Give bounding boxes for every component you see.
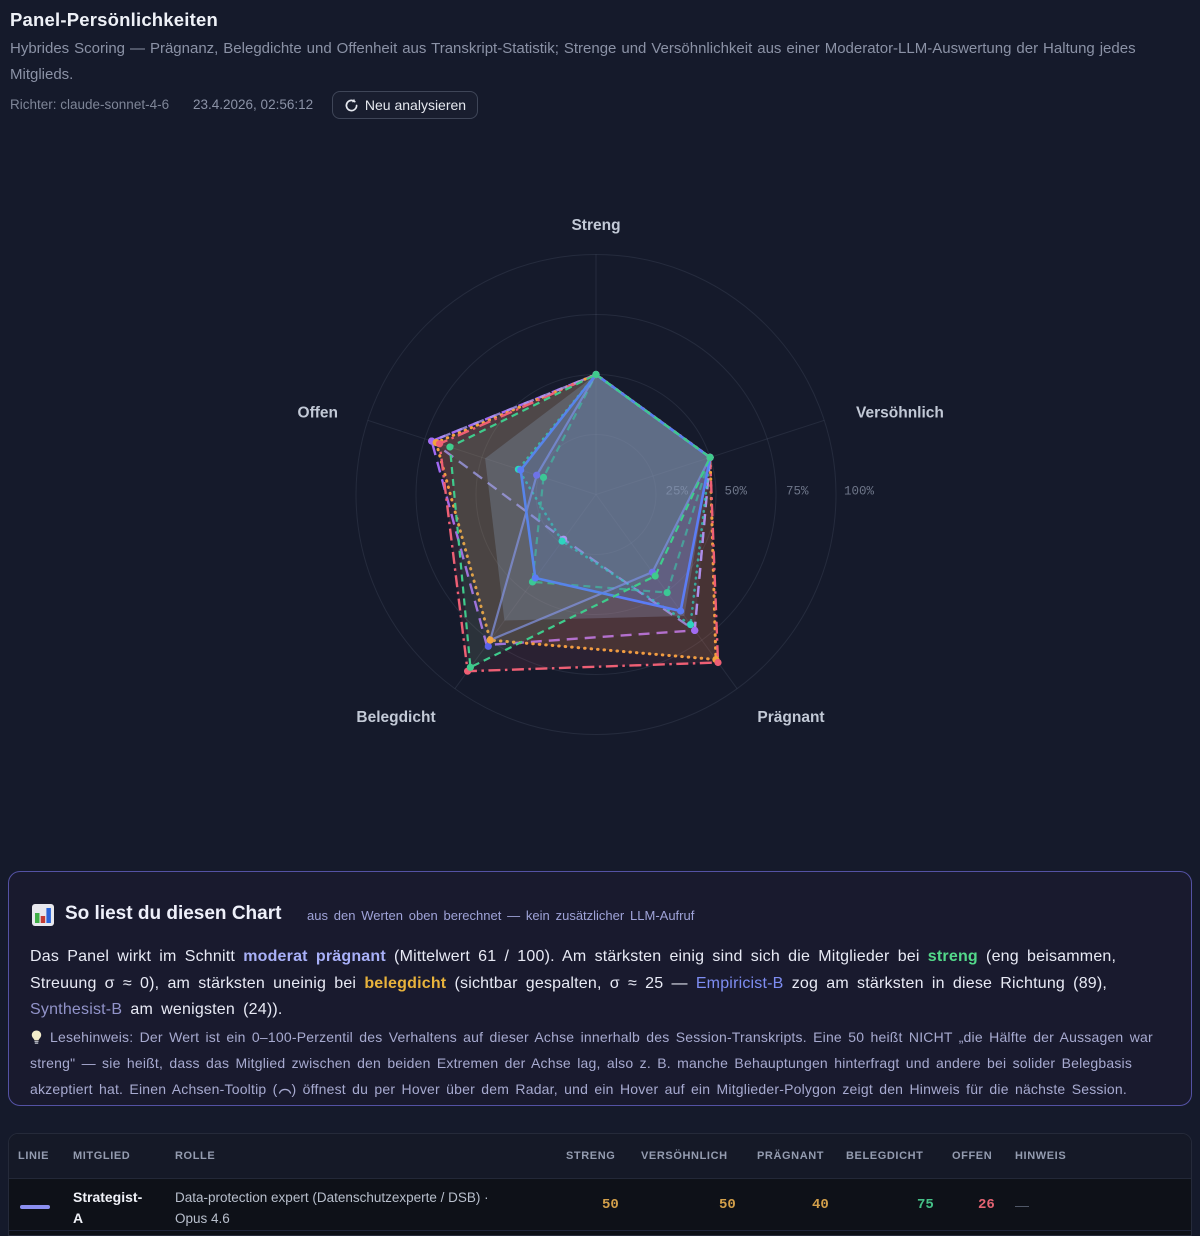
svg-text:Offen: Offen — [298, 405, 338, 422]
svg-text:Streng: Streng — [571, 217, 620, 234]
svg-text:25%: 25% — [666, 485, 689, 499]
svg-text:100%: 100% — [844, 485, 875, 499]
svg-text:Prägnant: Prägnant — [757, 709, 824, 726]
svg-text:75%: 75% — [786, 485, 809, 499]
svg-text:50%: 50% — [725, 485, 748, 499]
svg-text:Versöhnlich: Versöhnlich — [856, 405, 944, 422]
svg-text:Belegdicht: Belegdicht — [356, 709, 435, 726]
